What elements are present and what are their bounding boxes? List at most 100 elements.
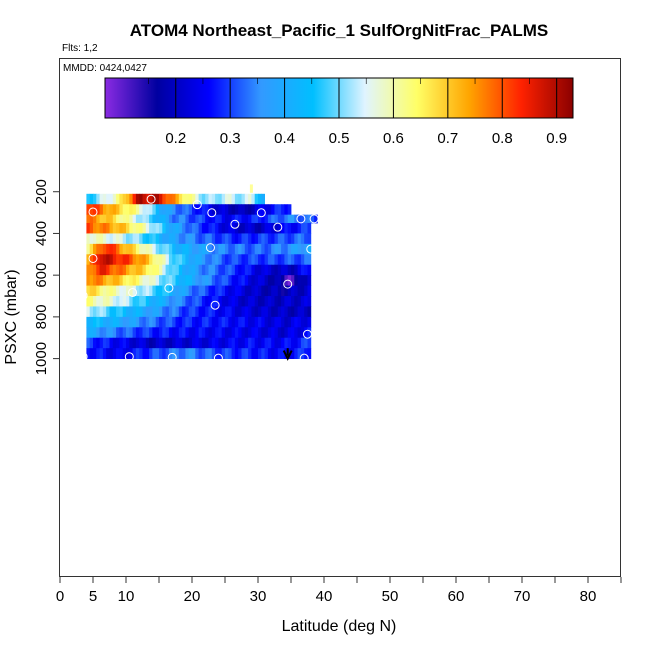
- heat-cell: [119, 316, 124, 328]
- heat-cell: [155, 233, 160, 245]
- heat-cell: [168, 233, 173, 245]
- heat-cell: [201, 254, 206, 266]
- heat-cell: [192, 233, 196, 245]
- heat-cell: [234, 214, 239, 224]
- colorbar-tick-label: 0.5: [329, 130, 350, 147]
- heat-cell: [122, 275, 127, 286]
- heat-cell: [93, 348, 97, 359]
- heat-cell: [106, 243, 110, 255]
- heat-cell: [281, 233, 285, 245]
- heat-cell: [221, 214, 226, 224]
- heat-cell: [145, 296, 150, 307]
- heat-cell: [300, 296, 305, 307]
- heat-cell: [228, 254, 232, 266]
- heat-cell: [162, 193, 166, 205]
- heat-cell: [182, 243, 186, 255]
- heat-cell: [215, 316, 219, 328]
- heat-cell: [172, 296, 176, 307]
- heat-cell: [294, 275, 298, 286]
- heat-cell: [102, 296, 107, 307]
- heat-cell: [192, 264, 196, 276]
- heat-cell: [300, 348, 305, 359]
- heat-cell: [274, 285, 279, 297]
- heat-cell: [162, 243, 166, 255]
- heat-cell: [188, 214, 193, 224]
- y-tick-label: 1000: [33, 342, 50, 375]
- heat-cell: [310, 214, 315, 224]
- heat-cell: [234, 254, 239, 266]
- heat-cell: [145, 316, 150, 328]
- heat-cell: [109, 264, 114, 276]
- heat-cell: [287, 296, 292, 307]
- heat-cell: [96, 264, 100, 276]
- heat-cell: [116, 348, 120, 359]
- heat-cell: [254, 204, 259, 216]
- heat-cell: [122, 254, 127, 266]
- heat-cell: [188, 316, 193, 328]
- heat-cell: [112, 204, 117, 216]
- heat-cell: [129, 306, 133, 318]
- heat-cell: [122, 316, 127, 328]
- heat-cell: [291, 275, 295, 286]
- heat-cell: [261, 275, 265, 286]
- heat-cell: [178, 254, 183, 266]
- heat-cell: [188, 243, 193, 255]
- heat-cell: [116, 285, 120, 297]
- heat-cell: [225, 348, 229, 359]
- heat-cell: [119, 337, 124, 349]
- heat-cell: [304, 285, 308, 297]
- heat-cell: [205, 264, 209, 276]
- heat-cell: [264, 348, 269, 359]
- heat-cell: [281, 204, 285, 216]
- heat-cell: [281, 243, 285, 255]
- heat-cell: [139, 285, 143, 297]
- heat-cell: [96, 348, 100, 359]
- heat-cell: [102, 327, 107, 339]
- heat-cell: [304, 296, 308, 307]
- heat-cell: [267, 327, 272, 339]
- heat-cell: [172, 275, 176, 286]
- heat-cell: [192, 327, 196, 339]
- heat-cell: [241, 254, 246, 266]
- heat-cell: [211, 243, 216, 255]
- heat-cell: [126, 214, 130, 224]
- heat-cell: [251, 296, 256, 307]
- heat-cell: [145, 348, 150, 359]
- heat-cell: [248, 285, 252, 297]
- heat-cell: [89, 296, 94, 307]
- heat-cell: [182, 223, 186, 234]
- heat-cell: [307, 285, 312, 297]
- heat-cell: [93, 193, 97, 205]
- heat-cell: [142, 243, 147, 255]
- heat-cell: [149, 316, 153, 328]
- heat-cell: [116, 306, 120, 318]
- heat-cell: [168, 214, 173, 224]
- heat-cell: [106, 337, 110, 349]
- heat-cell: [172, 243, 176, 255]
- heat-cell: [106, 275, 110, 286]
- heat-cell: [238, 243, 242, 255]
- heat-cell: [284, 264, 289, 276]
- heat-cell: [93, 254, 97, 266]
- heat-cell: [116, 337, 120, 349]
- heat-cell: [215, 337, 219, 349]
- heat-cell: [142, 254, 147, 266]
- heat-cell: [112, 275, 117, 286]
- heat-cell: [261, 264, 265, 276]
- heat-cell: [261, 296, 265, 307]
- heat-cell: [231, 285, 236, 297]
- heat-cell: [129, 275, 133, 286]
- heat-cell: [132, 214, 137, 224]
- colorbar-tick-label: 0.7: [437, 130, 458, 147]
- heat-cell: [307, 316, 312, 328]
- heat-cell: [86, 264, 91, 276]
- heat-cell: [198, 316, 203, 328]
- heat-cell: [178, 316, 183, 328]
- heat-cell: [231, 264, 236, 276]
- heat-cell: [274, 254, 279, 266]
- heat-cell: [106, 264, 110, 276]
- heat-cell: [159, 348, 163, 359]
- heat-cell: [192, 285, 196, 297]
- heat-cell: [132, 204, 137, 216]
- heat-cell: [271, 285, 275, 297]
